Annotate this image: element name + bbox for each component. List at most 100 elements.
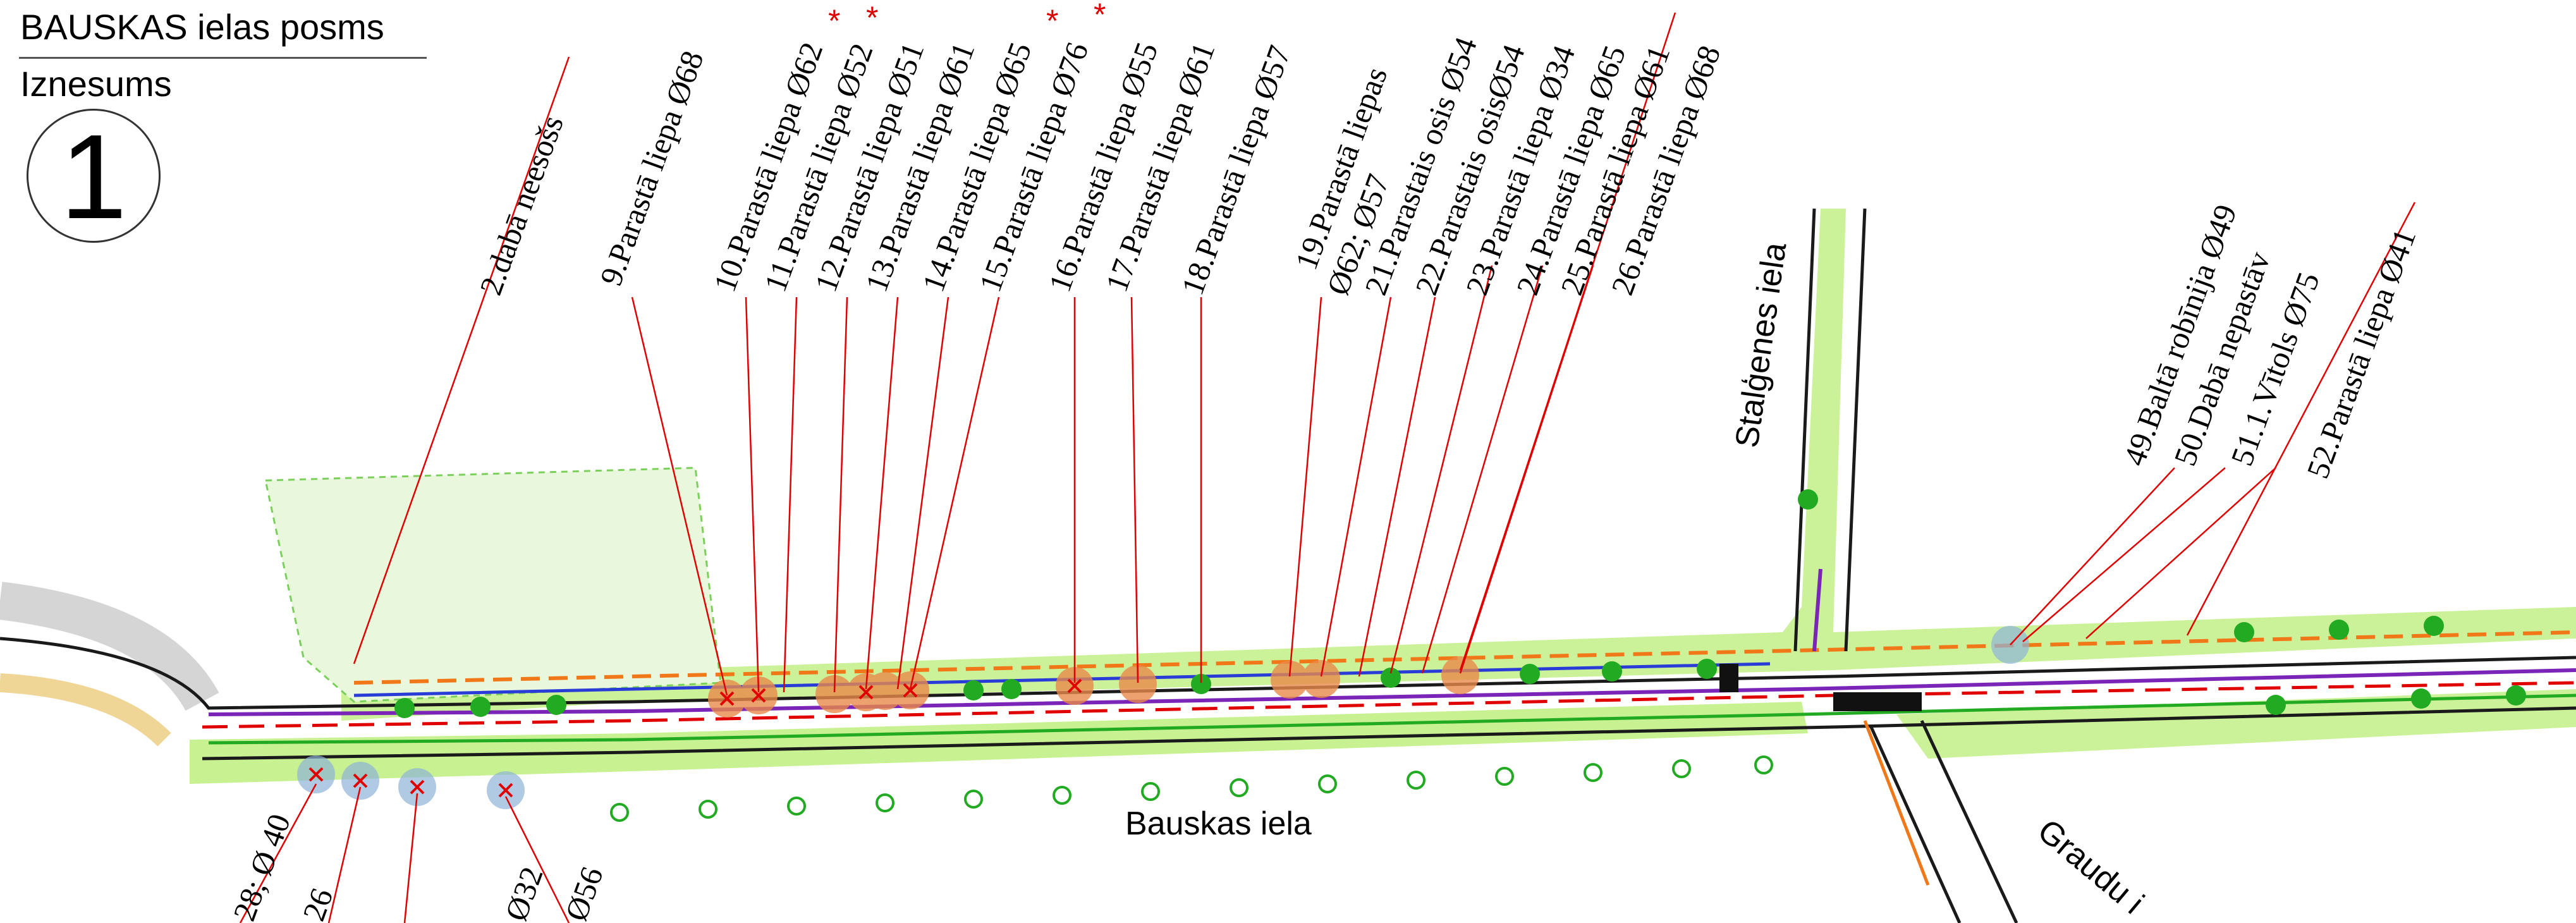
planned-tree [876, 793, 894, 812]
cut-mark [308, 767, 324, 782]
utility-green-line [208, 694, 2576, 745]
leader-line [783, 296, 798, 693]
planned-tree [1754, 755, 1773, 774]
star-mark: * [1046, 3, 1058, 39]
tree-label: 28; Ø 40 [226, 809, 297, 923]
kept-tree [963, 680, 984, 700]
cut-mark [903, 683, 918, 698]
leader-line [1358, 296, 1436, 677]
planned-tree [1053, 786, 1071, 805]
planned-tree [1230, 778, 1248, 797]
road-edge-north [0, 637, 2576, 710]
roundabout-arc [0, 582, 219, 711]
cut-tree [815, 675, 853, 713]
road-centerline [202, 681, 2576, 729]
kept-tree [1191, 674, 1211, 694]
star-mark: * [828, 3, 840, 39]
cut-mark [751, 688, 766, 703]
cut-tree [1302, 660, 1340, 698]
kept-tree [1001, 679, 1022, 699]
kept-tree [1798, 489, 1818, 510]
cut-tree [1271, 661, 1309, 699]
leader-line [504, 796, 570, 923]
sheet-number-circle: 1 [27, 109, 161, 243]
street-label-graudu: Graudu i [2030, 812, 2151, 922]
leader-line [353, 56, 570, 664]
leader-line [1130, 296, 1139, 683]
drawing-title: BAUSKAS ielas posms [20, 7, 384, 47]
cut-tree [1119, 665, 1157, 703]
graudu-road-west [1869, 726, 1962, 923]
leader-line [631, 296, 728, 696]
planned-tree [1141, 782, 1160, 801]
tree-label: Ø32 [498, 862, 550, 923]
drawing-subtitle: Iznesums [20, 64, 172, 104]
kept-tree [2506, 685, 2526, 706]
leader-line [896, 296, 949, 690]
leader-line [403, 793, 418, 923]
kept-tree [2411, 688, 2431, 709]
sheet-number: 1 [60, 110, 127, 244]
planned-tree [1495, 767, 1514, 786]
cut-mark [1067, 678, 1082, 694]
leader-line [1288, 296, 1322, 677]
leader-line [1389, 265, 1493, 674]
planned-tree [1407, 771, 1425, 790]
planned-tree [1318, 774, 1337, 793]
leader-line [2010, 467, 2175, 645]
leader-line [327, 786, 362, 923]
stalgenes-road-east [1844, 208, 1867, 652]
kept-tree [2234, 622, 2254, 642]
star-mark: * [866, 0, 878, 35]
leader-line [2085, 467, 2276, 639]
cut-mark [719, 691, 735, 706]
planned-tree [964, 790, 983, 809]
planned-tree [787, 797, 806, 816]
crossing-north [1719, 664, 1738, 692]
leader-line [909, 296, 1000, 690]
kept-tree [546, 695, 566, 715]
kept-tree [1520, 664, 1540, 684]
kept-trees [394, 489, 2526, 718]
planned-tree [1672, 759, 1691, 778]
street-label-stalgenes: Stalģenes iela [1728, 240, 1793, 450]
street-label-bauskas: Bauskas iela [1125, 805, 1312, 842]
hatched-area [264, 467, 722, 703]
tree-label: Ø56 [558, 862, 610, 923]
kept-tree [394, 698, 415, 718]
planned-tree [610, 803, 629, 822]
kept-tree [2266, 695, 2286, 715]
leader-line [239, 783, 317, 923]
tree-label: 52.Parastā liepa Ø41 [2300, 224, 2423, 482]
leader-line [865, 296, 899, 690]
tree-label: 2.dabā neesošs [473, 111, 570, 299]
cut-tree [1441, 656, 1479, 694]
stalgenes-purple [1812, 568, 1822, 652]
leader-line [1459, 12, 1676, 671]
utility-purple-line [208, 668, 2576, 716]
title-block: BAUSKAS ielas posms Iznesums 1 [0, 0, 436, 253]
leader-line [2186, 202, 2416, 636]
stalgenes-road-west [1793, 208, 1816, 652]
tree-label: 9.Parastā liepa Ø68 [593, 46, 711, 290]
kept-tree [2329, 620, 2349, 640]
cut-mark [498, 783, 513, 798]
leader-line [745, 296, 760, 693]
cut-mark [353, 773, 368, 788]
cut-mark [410, 779, 425, 795]
road-edge-south [202, 706, 2576, 761]
bottom-labels: 28; Ø 40 26 Ø32 Ø56 [226, 809, 610, 923]
kept-tree [2424, 616, 2444, 636]
leader-line [1421, 265, 1544, 674]
pedestrian-crossing [1833, 692, 1922, 711]
green-zone-east [1896, 689, 2576, 759]
leader-line [1320, 296, 1392, 677]
roundabout-inner [0, 673, 171, 747]
cut-mark [858, 685, 874, 700]
graudu-orange [1863, 720, 1930, 886]
star-mark: * [1094, 0, 1106, 32]
leader-line [833, 296, 848, 693]
tree-labels: 2.dabā neesošs 9.Parastā liepa Ø68 10.Pa… [473, 0, 2423, 483]
planned-tree [699, 800, 717, 819]
